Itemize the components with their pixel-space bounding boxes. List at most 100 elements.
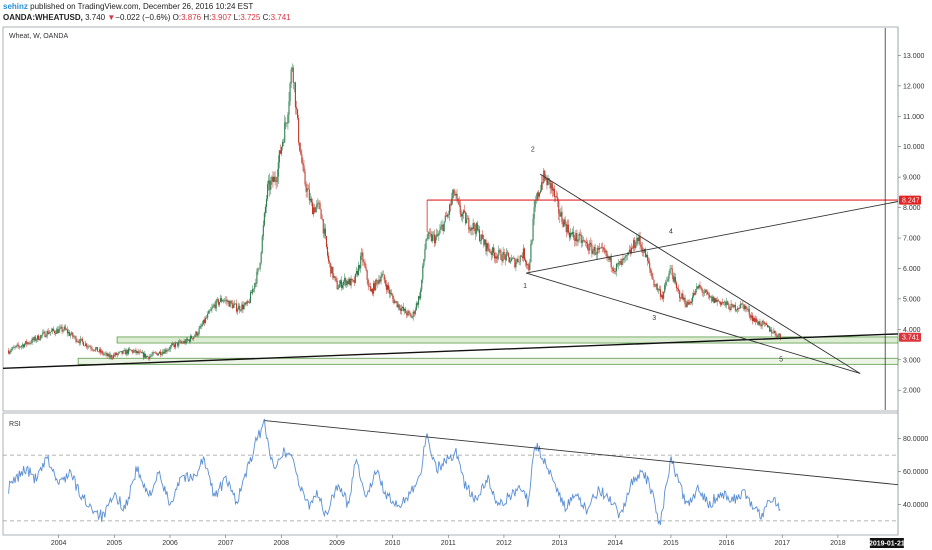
- candle-body: [304, 172, 306, 185]
- candle-body: [186, 338, 188, 341]
- candle-body: [576, 233, 578, 242]
- rsi-divergence-trendline[interactable]: [264, 420, 899, 486]
- candle-body: [336, 280, 338, 290]
- author-link[interactable]: sehinz: [3, 2, 28, 11]
- candle-body: [594, 246, 596, 255]
- candle-body: [279, 150, 281, 154]
- candle-body: [52, 328, 55, 331]
- candle-body: [344, 278, 346, 282]
- price-tick-label: 7.000: [903, 236, 921, 243]
- candle-body: [748, 308, 750, 316]
- candle-body: [776, 336, 778, 337]
- candle-body: [645, 254, 648, 258]
- candle-body: [635, 245, 637, 248]
- candle-body: [259, 262, 261, 269]
- candle-body: [523, 248, 526, 260]
- candle-body: [551, 183, 553, 191]
- candle-body: [697, 286, 699, 289]
- candle-body: [732, 304, 734, 308]
- candle-body: [592, 250, 594, 254]
- candle-body: [162, 351, 164, 355]
- candle-body: [615, 263, 618, 272]
- candle-body: [547, 178, 549, 186]
- candle-body: [21, 344, 24, 346]
- candle-body: [394, 301, 396, 304]
- candle-body: [59, 327, 61, 330]
- candle-body: [286, 123, 288, 124]
- candle-body: [404, 308, 406, 311]
- candle-body: [240, 310, 242, 311]
- candle-body: [216, 299, 218, 300]
- price-tick-label: 4.000: [903, 327, 921, 334]
- candle-body: [155, 352, 157, 354]
- candle-body: [263, 212, 265, 226]
- candle-body: [733, 304, 735, 308]
- candle-body: [128, 348, 131, 350]
- candle-body: [191, 335, 193, 339]
- wedge-upper-trendline[interactable]: [539, 173, 861, 374]
- candle-body: [211, 307, 213, 310]
- candle-body: [618, 263, 620, 265]
- candle-body: [223, 300, 225, 302]
- candle-body: [511, 258, 513, 262]
- candle-body: [133, 350, 135, 353]
- candle-body: [613, 270, 615, 272]
- wedge-lower-trendline[interactable]: [526, 272, 861, 374]
- candle-body: [652, 276, 654, 280]
- candle-body: [201, 324, 203, 326]
- support-zone-lower[interactable]: [77, 357, 899, 365]
- candle-body: [230, 300, 232, 304]
- candle-body: [487, 243, 489, 249]
- last-price-badge: 3.741: [899, 332, 921, 342]
- candle-body: [89, 346, 91, 348]
- candle-body: [450, 204, 452, 206]
- candle-body: [538, 192, 541, 197]
- candle-body: [151, 354, 153, 356]
- candle-body: [606, 251, 608, 257]
- candle-body: [482, 234, 484, 240]
- candle-body: [443, 221, 445, 232]
- candle-body: [424, 249, 426, 260]
- wave-1-4-trendline[interactable]: [526, 201, 899, 274]
- candle-body: [234, 303, 237, 305]
- candle-body: [534, 200, 536, 208]
- candle-body: [9, 351, 11, 354]
- candle-body: [639, 236, 641, 245]
- candle-body: [577, 240, 579, 242]
- candle-body: [409, 312, 411, 315]
- candle-body: [111, 357, 113, 359]
- price-axis: 2.000 3.000 4.000 5.000 6.000 7.000 8.000 9.000…: [898, 53, 925, 395]
- candle-body: [671, 268, 673, 276]
- candle-body: [364, 262, 366, 268]
- candle-body: [12, 347, 14, 350]
- support-zone-upper[interactable]: [116, 336, 899, 344]
- candle-body: [42, 332, 44, 335]
- candle-body: [634, 240, 636, 248]
- candle-body: [775, 333, 777, 337]
- candle-body: [521, 256, 523, 259]
- candle-body: [60, 326, 62, 328]
- candle-body: [65, 329, 67, 330]
- candle-body: [566, 224, 568, 233]
- candle-body: [76, 341, 78, 342]
- candle-body: [389, 289, 391, 294]
- candle-body: [316, 203, 318, 208]
- candle-body: [55, 332, 57, 334]
- candle-body: [754, 318, 756, 322]
- candle-body: [406, 313, 408, 316]
- rsi-pane-frame: [2, 412, 899, 536]
- candle-body: [604, 249, 606, 253]
- candle-body: [436, 234, 438, 237]
- candle-body: [199, 326, 201, 329]
- candle-body: [676, 288, 679, 289]
- candle-body: [173, 344, 176, 348]
- candle-body: [490, 252, 492, 255]
- candle-body: [174, 342, 177, 348]
- candle-body: [43, 331, 45, 333]
- candle-body: [125, 350, 127, 355]
- candle-body: [633, 240, 635, 249]
- candle-body: [587, 243, 589, 249]
- candle-body: [50, 330, 52, 332]
- candle-body: [10, 350, 12, 352]
